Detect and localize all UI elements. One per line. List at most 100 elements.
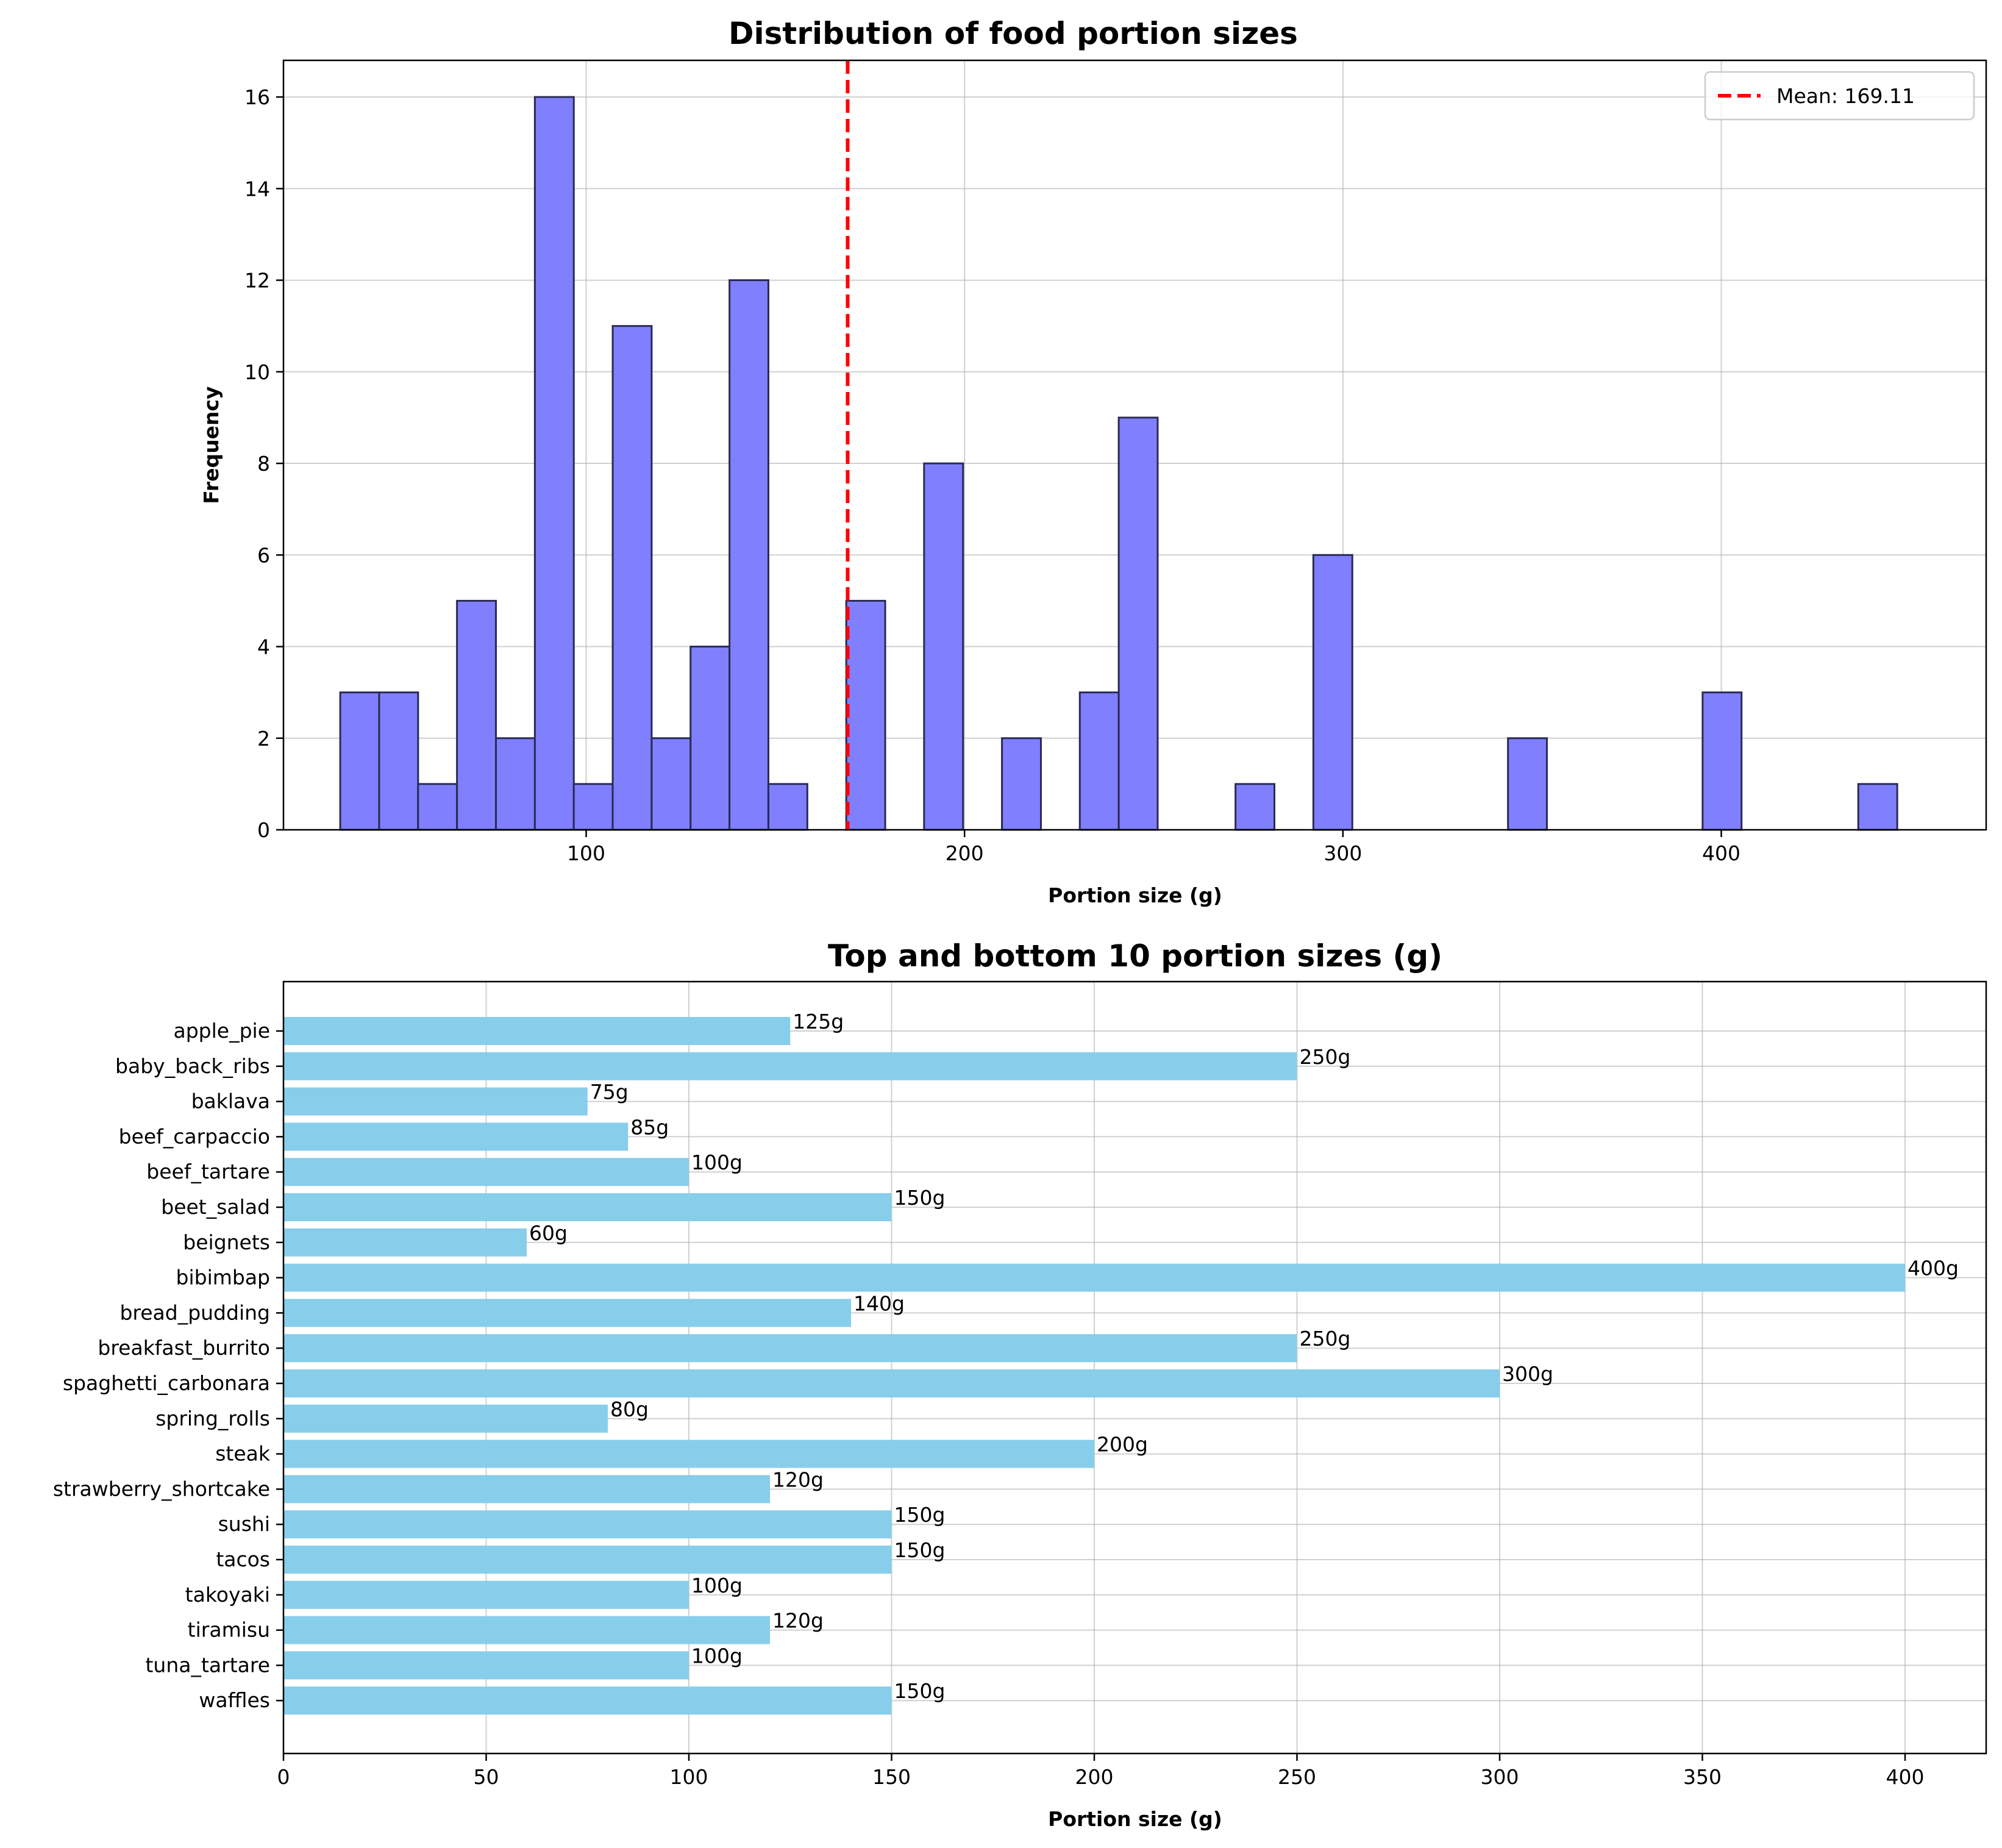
histogram-panel: Distribution of food portion sizes 100 20… — [199, 16, 1987, 907]
bar-chart-category-label: spaghetti_carbonara — [63, 1371, 270, 1395]
histogram-bar — [1001, 737, 1042, 831]
bar-chart-bars — [283, 1017, 1905, 1715]
histogram-y-tick-label: 4 — [257, 635, 270, 659]
bar-chart-category-label: beignets — [183, 1230, 270, 1254]
histogram-y-ticks: 0 2 4 6 8 10 12 14 16 — [244, 85, 283, 842]
histogram-bar — [495, 737, 536, 831]
bar-beet-salad — [283, 1193, 892, 1221]
bar-value-label: 400g — [1908, 1257, 1959, 1280]
bar-waffles — [283, 1686, 892, 1715]
histogram-bar — [1234, 783, 1276, 831]
histogram-bar — [767, 783, 808, 831]
legend: Mean: 169.11 — [1704, 71, 1975, 121]
histogram-bar — [533, 96, 575, 831]
bar-chart-category-label: strawberry_shortcake — [53, 1477, 270, 1500]
bar-value-label: 100g — [691, 1574, 743, 1597]
bar-tiramisu — [283, 1616, 770, 1644]
bar-value-label: 250g — [1300, 1045, 1351, 1069]
bar-chart-x-ticks: 0 50 100 150 200 250 300 350 400 — [277, 1753, 1925, 1789]
histogram-y-tick-label: 6 — [257, 543, 270, 567]
histogram-x-ticks: 100 200 300 400 — [567, 830, 1740, 865]
bar-chart-category-label: bread_pudding — [119, 1300, 270, 1324]
bar-chart-category-label: baklava — [191, 1090, 270, 1113]
bar-beef-tartare — [283, 1158, 689, 1186]
bar-chart-x-tick-label: 150 — [872, 1765, 911, 1789]
histogram-bar — [650, 737, 692, 831]
bar-chart-x-tick-label: 50 — [474, 1765, 499, 1789]
histogram-bar — [339, 691, 380, 831]
bar-chart-category-label: waffles — [199, 1688, 270, 1712]
bar-chart-category-label: beef_tartare — [146, 1160, 270, 1183]
bar-chart-category-label: beet_salad — [161, 1195, 270, 1219]
histogram-bar — [417, 783, 458, 831]
bar-value-label: 150g — [894, 1186, 946, 1210]
bar-value-label: 60g — [529, 1221, 568, 1245]
histogram-bar — [611, 325, 653, 831]
histogram-y-tick-label: 12 — [244, 269, 270, 293]
histogram-bar — [456, 599, 497, 831]
bar-chart-category-label: bibimbap — [176, 1266, 271, 1290]
histogram-x-tick-label: 400 — [1702, 841, 1740, 865]
bar-chart-category-label: baby_back_ribs — [115, 1054, 270, 1078]
histogram-x-tick-label: 100 — [567, 841, 605, 865]
histogram-y-tick-label: 16 — [244, 85, 270, 109]
histogram-title: Distribution of food portion sizes — [728, 16, 1298, 51]
bar-chart-x-tick-label: 200 — [1075, 1765, 1114, 1789]
bar-chart-x-tick-label: 400 — [1886, 1765, 1925, 1789]
bar-value-label: 150g — [894, 1503, 946, 1527]
histogram-y-tick-label: 10 — [244, 360, 270, 384]
histogram-y-tick-label: 0 — [257, 818, 270, 842]
bar-chart-x-tick-label: 300 — [1481, 1765, 1519, 1789]
bar-spaghetti-carbonara — [283, 1369, 1500, 1397]
histogram-bar — [689, 646, 731, 831]
histogram-bar — [378, 691, 419, 831]
bar-takoyaki — [283, 1580, 689, 1609]
histogram-bar — [1117, 416, 1159, 831]
histogram-bar — [728, 279, 769, 831]
bar-steak — [283, 1440, 1094, 1468]
histogram-bar — [1078, 691, 1120, 831]
bar-chart-x-tick-label: 100 — [670, 1765, 708, 1789]
bar-chart-plot-frame — [282, 980, 1987, 1755]
bar-chart-category-label: tiramisu — [188, 1618, 270, 1642]
bar-baby-back-ribs — [283, 1052, 1297, 1080]
histogram-x-axis-label: Portion size (g) — [1048, 883, 1222, 907]
bar-value-label: 200g — [1097, 1433, 1148, 1457]
bar-tacos — [283, 1546, 892, 1574]
histogram-y-tick-label: 14 — [244, 177, 270, 201]
bar-sushi — [283, 1510, 892, 1539]
bar-chart-category-label: sushi — [218, 1512, 270, 1536]
histogram-x-tick-label: 200 — [946, 841, 984, 865]
bar-value-label: 80g — [610, 1397, 649, 1421]
bar-value-label: 100g — [691, 1644, 743, 1668]
bar-tuna-tartare — [283, 1651, 689, 1680]
horizontal-bar-panel: Top and bottom 10 portion sizes (g) 0 50 1… — [53, 938, 1987, 1831]
histogram-bar — [572, 783, 614, 831]
histogram-bar — [923, 462, 964, 831]
bar-strawberry-shortcake — [283, 1475, 770, 1504]
bar-chart-x-axis-label: Portion size (g) — [1048, 1807, 1222, 1831]
bar-chart-x-tick-label: 250 — [1278, 1765, 1316, 1789]
bar-chart-category-label: apple_pie — [173, 1019, 270, 1043]
bar-value-label: 150g — [894, 1679, 946, 1703]
bar-value-label: 300g — [1502, 1362, 1553, 1386]
bar-apple-pie — [283, 1017, 791, 1045]
legend-frame — [1704, 71, 1975, 121]
bar-chart-title: Top and bottom 10 portion sizes (g) — [828, 938, 1442, 974]
bar-chart-category-label: tuna_tartare — [145, 1653, 270, 1677]
histogram-y-tick-label: 8 — [257, 452, 270, 476]
bar-baklava — [283, 1087, 588, 1116]
histogram-bar — [1701, 691, 1743, 831]
bar-chart-x-tick-label: 0 — [277, 1765, 290, 1789]
bar-value-label: 250g — [1300, 1327, 1351, 1350]
histogram-bar — [1507, 737, 1548, 831]
bar-value-label: 150g — [894, 1538, 946, 1562]
bar-value-label: 85g — [630, 1115, 669, 1139]
bar-beef-carpaccio — [283, 1122, 629, 1151]
histogram-y-tick-label: 2 — [257, 727, 270, 751]
bar-value-label: 120g — [772, 1609, 824, 1633]
bar-value-label: 75g — [590, 1080, 629, 1104]
